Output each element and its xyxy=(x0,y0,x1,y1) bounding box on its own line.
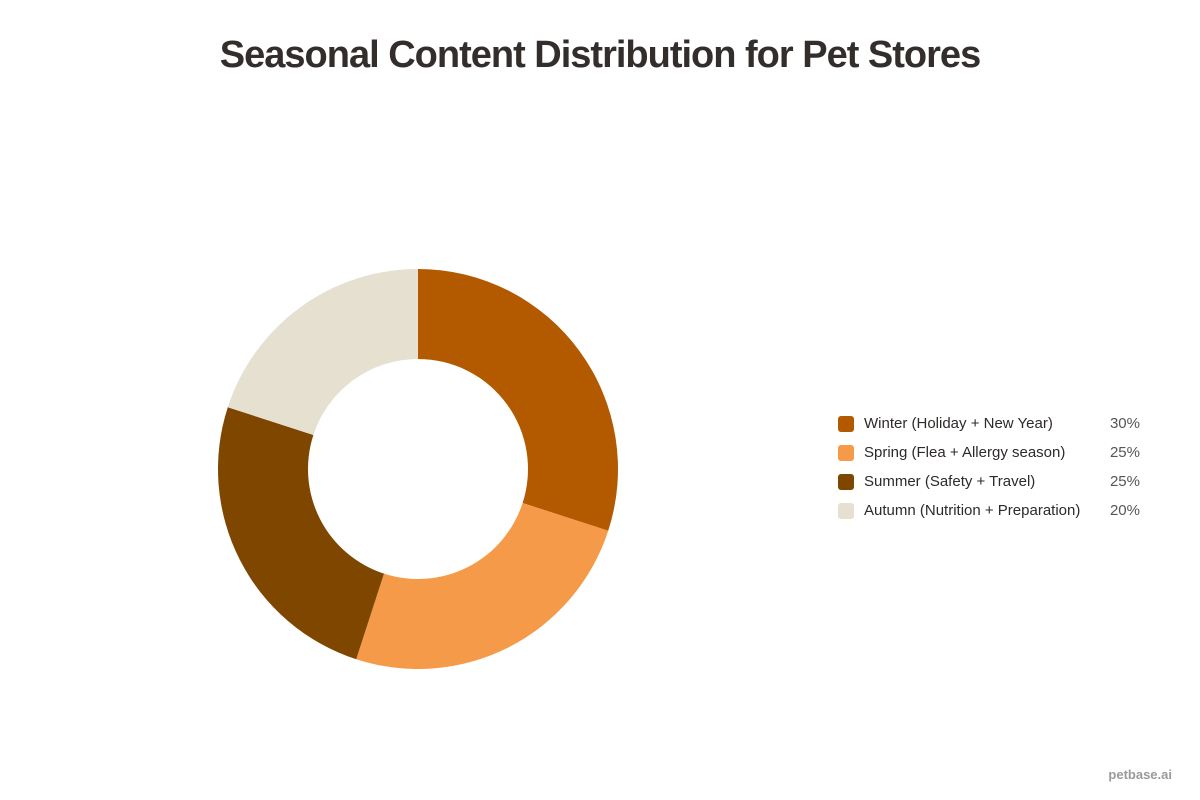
legend-label: Spring (Flea + Allergy season) xyxy=(864,444,1066,461)
legend-swatch-icon xyxy=(838,502,854,519)
legend-value: 25% xyxy=(1109,473,1140,490)
legend-item-spring: Spring (Flea + Allergy season) 25% xyxy=(838,438,1140,467)
legend-swatch-icon xyxy=(838,444,854,461)
slice-spring xyxy=(356,502,609,669)
legend-value: 30% xyxy=(1109,415,1140,432)
legend-label: Autumn (Nutrition + Preparation) xyxy=(864,502,1081,519)
donut-slices xyxy=(217,269,618,669)
slice-winter xyxy=(418,269,618,531)
legend-value: 20% xyxy=(1109,502,1140,519)
legend-label: Winter (Holiday + New Year) xyxy=(864,415,1053,432)
legend-label: Summer (Safety + Travel) xyxy=(864,473,1036,490)
slice-autumn xyxy=(227,269,418,436)
legend: Winter (Holiday + New Year) 30% Spring (… xyxy=(838,409,1140,525)
legend-value: 25% xyxy=(1109,444,1140,461)
legend-item-summer: Summer (Safety + Travel) 25% xyxy=(838,467,1140,496)
legend-swatch-icon xyxy=(838,415,854,432)
watermark: petbase.ai xyxy=(1108,767,1172,782)
legend-swatch-icon xyxy=(838,473,854,490)
chart-title: Seasonal Content Distribution for Pet St… xyxy=(219,34,981,76)
legend-item-winter: Winter (Holiday + New Year) 30% xyxy=(838,409,1140,438)
slice-summer xyxy=(217,407,385,660)
legend-item-autumn: Autumn (Nutrition + Preparation) 20% xyxy=(838,496,1140,525)
